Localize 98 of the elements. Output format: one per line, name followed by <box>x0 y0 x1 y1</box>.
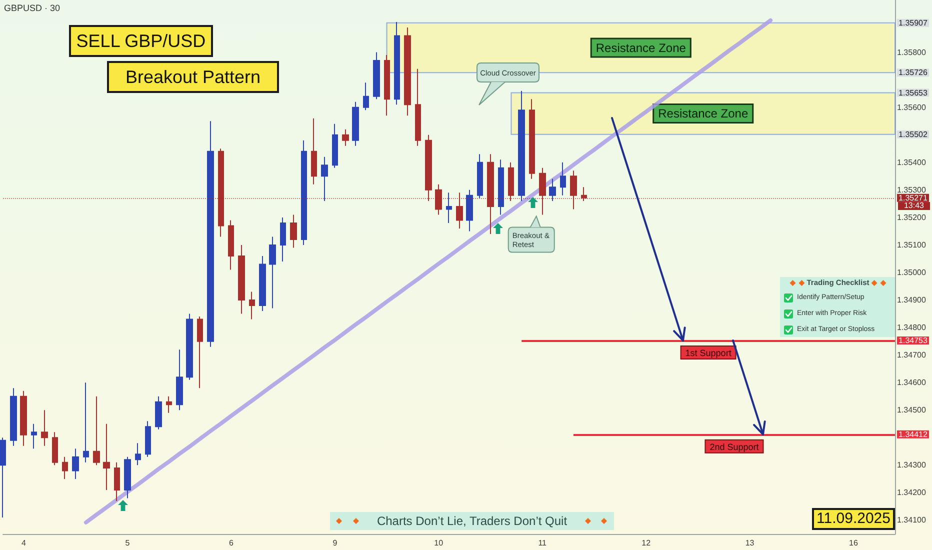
candlestick <box>238 244 245 314</box>
candlestick <box>114 462 120 502</box>
candlestick <box>581 186 587 202</box>
x-tick-label: 12 <box>642 538 652 548</box>
candlestick <box>124 456 131 499</box>
y-tick-label: 1.34600 <box>897 378 926 388</box>
candlestick <box>93 396 100 466</box>
x-tick-label: 13 <box>745 538 755 548</box>
annotation: GBPUSD · 30 <box>4 3 60 13</box>
y-tick-label: 1.35600 <box>897 102 926 112</box>
y-tick-label: 1.35400 <box>897 158 926 167</box>
candlestick <box>103 423 110 490</box>
candlestick <box>508 162 514 202</box>
y-tick-label: 1.35271 <box>898 193 928 202</box>
candlestick <box>31 423 37 450</box>
y-tick-label: 1.35653 <box>898 88 928 98</box>
candlestick <box>269 236 276 309</box>
candlestick <box>466 189 473 232</box>
y-tick-label: 1.34412 <box>898 430 928 439</box>
candlestick <box>166 396 172 414</box>
candlestick <box>290 214 297 248</box>
y-tick-label: 1.35800 <box>897 48 926 57</box>
candlestick <box>529 98 535 180</box>
y-tick-label: 1.34800 <box>897 323 926 332</box>
x-tick-label: 11 <box>538 538 548 548</box>
candlestick <box>228 220 234 270</box>
candlestick <box>373 52 380 100</box>
x-tick-label: 4 <box>22 538 27 548</box>
candlestick <box>62 456 68 480</box>
candlestick <box>425 134 432 202</box>
candlestick <box>145 420 151 458</box>
text: SELL GBP/USD <box>69 25 213 57</box>
candlestick <box>72 448 79 480</box>
y-tick-label: 1.34100 <box>897 516 926 525</box>
y-tick-label: 1.34700 <box>897 350 926 360</box>
band-label: Resistance Zone <box>596 40 686 55</box>
y-tick-label: 1.35300 <box>897 185 926 194</box>
text: 13:43 <box>898 200 930 210</box>
y-tick-label: 1.34753 <box>898 336 928 345</box>
candlestick <box>197 316 203 389</box>
candlestick <box>155 396 162 430</box>
candlestick <box>301 140 307 246</box>
y-tick-label: 1.34200 <box>897 488 926 498</box>
x-tick-label: 6 <box>228 538 234 548</box>
candlestick <box>539 167 546 216</box>
y-tick-label: 1.35502 <box>898 130 928 139</box>
candlestick <box>10 388 17 446</box>
candlestick <box>352 101 359 146</box>
candlestick <box>249 291 255 320</box>
y-tick-label: 1.34300 <box>897 460 926 470</box>
ref-line-label: 1st Support <box>685 348 732 358</box>
candlestick <box>415 68 421 146</box>
candlestick <box>560 162 566 196</box>
candlestick <box>342 128 349 146</box>
text: Breakout Pattern <box>107 61 279 93</box>
candlestick <box>186 313 193 380</box>
candlestick <box>176 349 183 411</box>
annotation: 11.09.2025 <box>812 508 895 530</box>
candlestick <box>363 82 369 111</box>
y-tick-label: 1.35100 <box>897 240 926 250</box>
candlestick <box>83 382 89 463</box>
candlestick <box>218 148 224 238</box>
candlestick <box>332 123 338 168</box>
candlestick <box>135 442 141 466</box>
candlestick <box>280 216 286 262</box>
candlestick <box>446 192 452 224</box>
y-tick-label: 1.35200 <box>897 212 926 222</box>
candlestick <box>498 159 504 216</box>
candlestick <box>311 118 317 185</box>
candlestick <box>0 437 6 518</box>
y-tick-label: 1.34500 <box>897 406 926 415</box>
candlestick <box>487 154 494 234</box>
candlestick <box>321 156 328 202</box>
candlestick <box>435 184 442 216</box>
candlestick <box>456 192 463 229</box>
candlestick <box>549 178 556 202</box>
x-tick-label: 5 <box>125 538 130 548</box>
candlestick <box>394 22 400 106</box>
candlestick <box>384 54 390 116</box>
y-tick-label: 1.34900 <box>897 296 926 305</box>
y-tick-label: 1.35000 <box>897 268 926 278</box>
candlestick <box>518 90 525 202</box>
x-tick-label: 16 <box>849 538 859 548</box>
candlestick <box>477 154 483 199</box>
annotation: Charts Don’t Lie, Traders Don’t Quit <box>376 514 568 528</box>
y-tick-label: 1.35726 <box>898 68 928 78</box>
y-tick-label: 1.35907 <box>898 18 928 28</box>
candlestick <box>52 432 58 466</box>
candlestick <box>570 170 577 210</box>
x-tick-label: 10 <box>434 538 444 548</box>
candlestick <box>259 255 266 312</box>
candlestick <box>41 410 48 446</box>
x-tick-label: 9 <box>332 538 338 548</box>
candlestick <box>207 120 214 348</box>
candlestick <box>20 390 27 446</box>
band-label: Resistance Zone <box>658 106 748 121</box>
ref-line-label: 2nd Support <box>710 442 760 452</box>
candlestick <box>404 27 411 116</box>
